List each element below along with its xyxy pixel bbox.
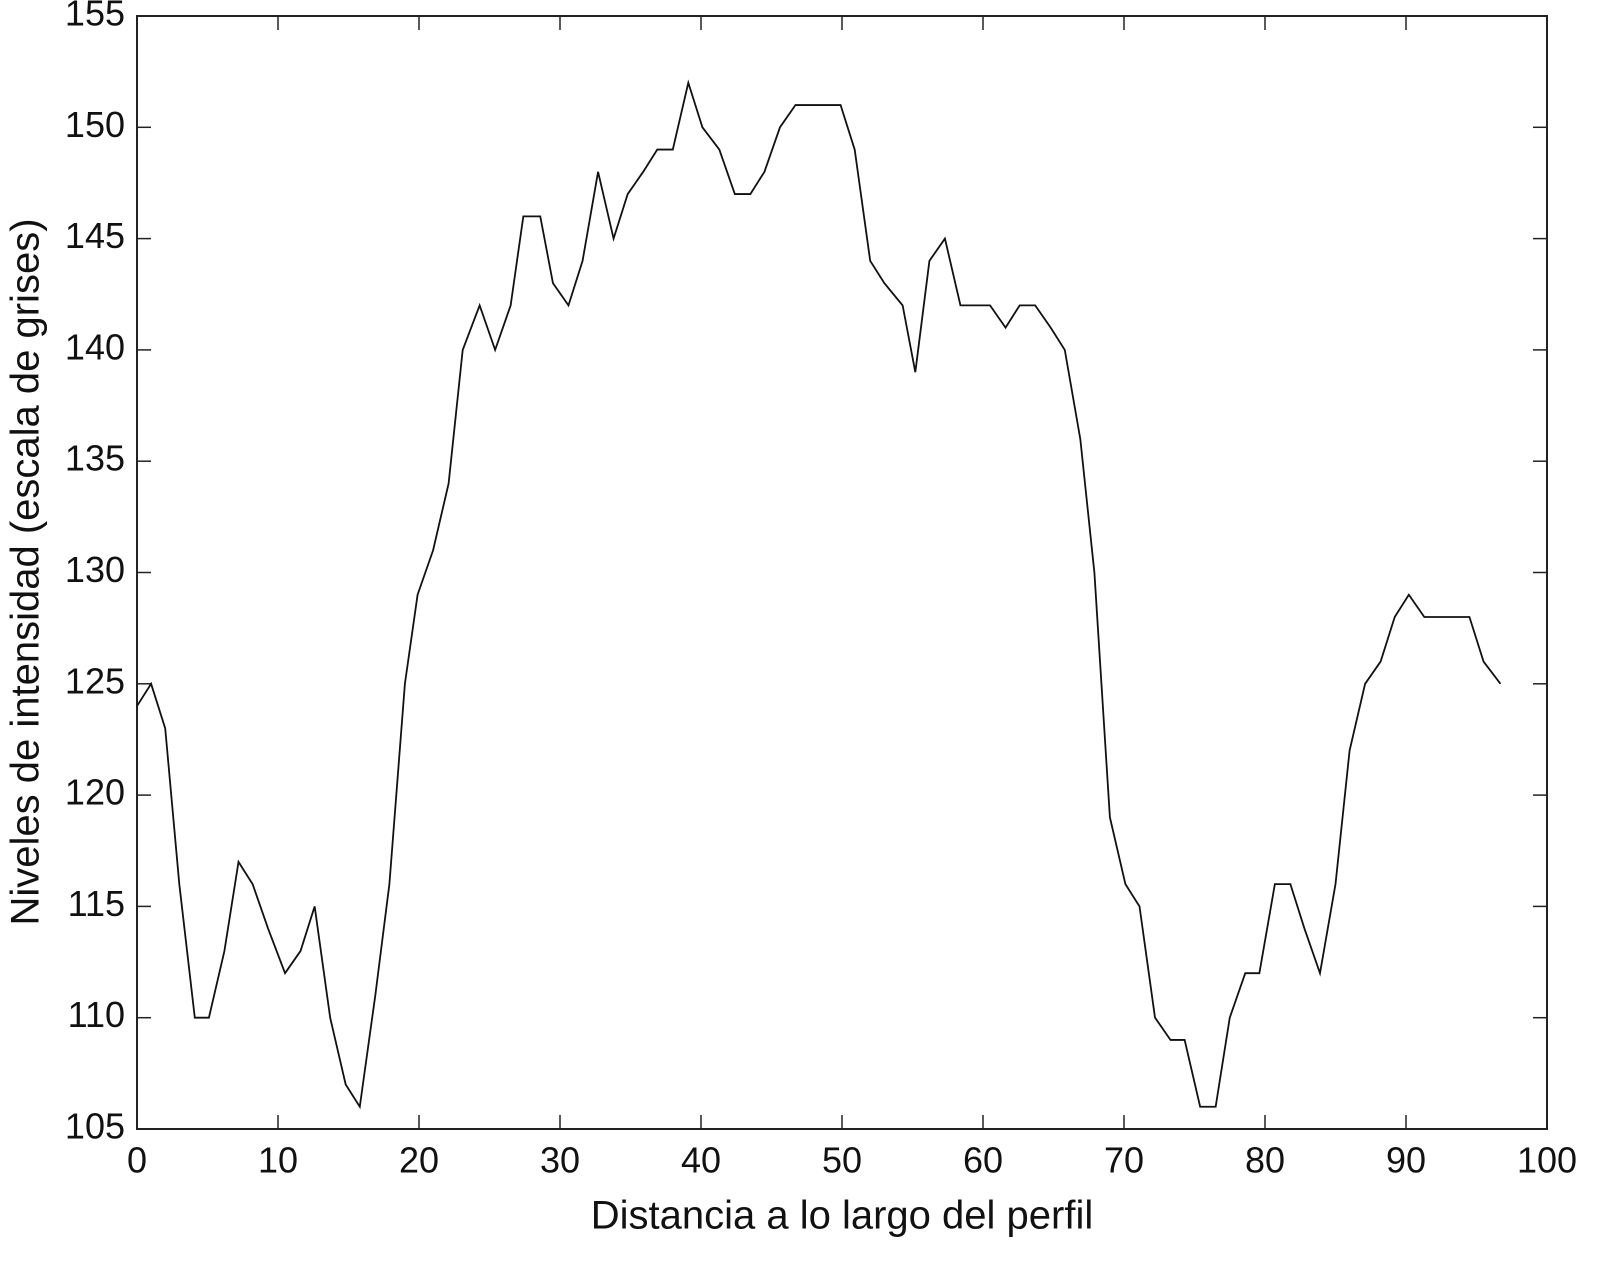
x-tick-label: 70 [1104, 1140, 1144, 1181]
x-tick-label: 90 [1386, 1140, 1426, 1181]
y-tick-label: 150 [65, 104, 125, 145]
y-tick-label: 105 [65, 1106, 125, 1147]
y-tick-label: 125 [65, 660, 125, 701]
x-tick-label: 60 [963, 1140, 1003, 1181]
x-axis-label: Distancia a lo largo del perfil [591, 1194, 1093, 1238]
x-tick-label: 40 [681, 1140, 721, 1181]
y-tick-label: 140 [65, 326, 125, 367]
x-tick-label: 20 [399, 1140, 439, 1181]
x-tick-label: 0 [127, 1140, 147, 1181]
x-tick-label: 10 [258, 1140, 298, 1181]
x-tick-label: 80 [1245, 1140, 1285, 1181]
data-line [136, 79, 1502, 1110]
y-tick-label: 130 [65, 549, 125, 590]
y-tick-label: 135 [65, 438, 125, 479]
plot-frame [136, 15, 1548, 1130]
x-tick-label: 100 [1517, 1140, 1577, 1181]
x-tick-label: 30 [540, 1140, 580, 1181]
y-tick-label: 115 [68, 883, 125, 924]
y-tick-label: 120 [65, 772, 125, 813]
y-tick-label: 110 [68, 994, 125, 1035]
x-tick-label: 50 [822, 1140, 862, 1181]
y-tick-label: 155 [65, 0, 125, 34]
y-axis-label: Niveles de intensidad (escala de grises) [4, 218, 48, 925]
y-tick-label: 145 [65, 215, 125, 256]
